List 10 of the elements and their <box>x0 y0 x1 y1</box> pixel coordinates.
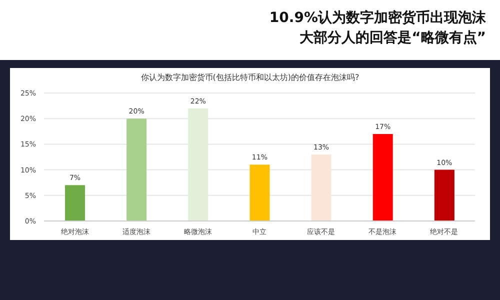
text: 你认为数字加密货币(包括比特币和以太坊)的价值存在泡沫吗? <box>140 72 360 83</box>
bar <box>372 134 393 221</box>
bar <box>250 164 270 221</box>
chart-subtitle: 大部分人的回答是“略微有点” <box>298 28 486 48</box>
bar <box>65 185 85 221</box>
bar <box>311 154 332 221</box>
bar <box>126 118 147 221</box>
chart-title: 10.9%认为数字加密货币出现泡沫 <box>268 8 486 28</box>
bar <box>188 108 208 221</box>
bar <box>434 170 454 221</box>
